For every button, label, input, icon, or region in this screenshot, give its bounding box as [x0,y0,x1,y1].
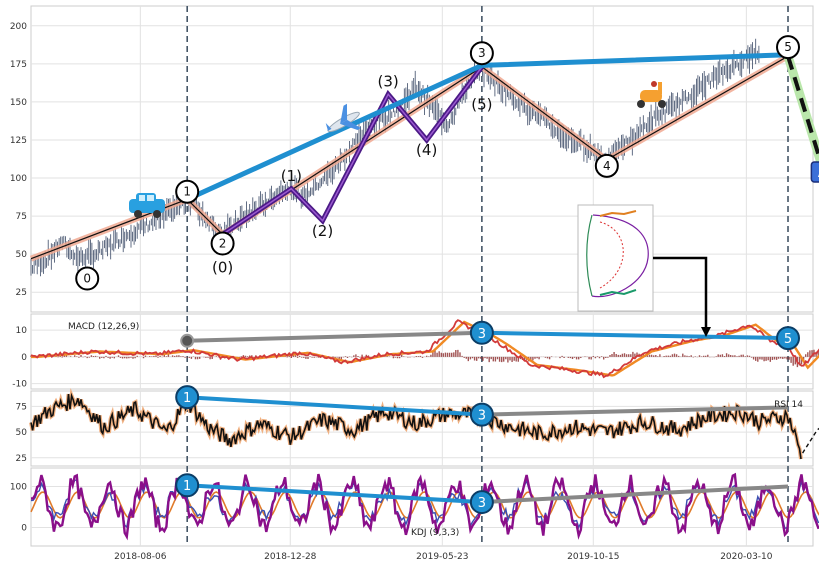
inset-diagram [577,204,654,312]
rsi-panel-label: RSI 14 [774,400,803,410]
trend-line [186,52,789,202]
macd-marker-circle [776,326,801,351]
projection-marker-label: A [818,166,819,181]
kdj-divergence-line [481,484,789,505]
rsi-projection [801,427,819,454]
wave-marker-circle [75,266,100,291]
x-tick-label: 2020-03-10 [720,552,773,562]
y-tick-label: 100 [10,482,27,492]
inset-connector [653,256,708,330]
wave-marker-circle [175,179,200,204]
rsi-marker-label: 3 [478,409,486,424]
kdj-marker-circle [469,490,494,515]
macd-marker-label: 5 [784,332,792,347]
rsi-line [30,392,802,460]
x-tick-label: 2019-05-23 [416,552,468,562]
y-tick-label: 0 [21,353,27,363]
subwave-label: (0) [212,258,233,276]
projection-marker-box [810,161,819,183]
y-tick-label: 175 [10,60,27,70]
wave-marker-circle [594,153,619,178]
kdj-marker-label: 3 [478,496,486,511]
subwave-label: (1) [281,167,302,185]
gridlines: 2018-08-06 2018-12-28 2019-05-23 2019-10-15… [10,6,813,562]
x-tick-label: 2018-08-06 [114,552,167,562]
kdj-trend-line [187,483,483,505]
subwave-inner [222,66,483,236]
scooter-icon [637,81,666,108]
macd-panel-label: MACD (12,26,9) [68,322,139,332]
y-tick-label: 25 [16,454,27,464]
rsi-trend-line [187,395,483,417]
y-tick-label: 0 [21,524,27,534]
airplane-icon [325,103,361,133]
macd-marker-label: 3 [478,327,486,342]
wave-marker-label: 5 [784,40,792,54]
wave-marker-circle [210,231,235,256]
y-tick-label: 75 [16,402,27,412]
wave-marker-label: 3 [478,46,486,60]
kdj-marker-label: 1 [183,479,191,494]
y-tick-label: 200 [10,22,27,32]
projection-highlight [783,54,819,172]
y-tick-label: 25 [16,288,27,298]
macd-trend-line [481,330,789,341]
macd-marker-circle [469,320,494,345]
y-tick-label: 10 [16,326,28,336]
kdj-marker-circle [175,473,200,498]
wave-marker-label: 0 [83,272,91,286]
subwave-label: (2) [312,222,333,240]
macd-pivot-dot [180,333,195,348]
subwave-label: (4) [416,141,437,159]
macd-divergence-line [187,330,482,343]
wave-marker-circle [469,41,494,66]
kdj-panel-label: KDJ (9,3,3) [411,528,459,538]
kdj-j-line [30,472,819,541]
y-tick-label: 150 [10,98,27,108]
x-tick-label: 2018-12-28 [264,552,317,562]
wave-marker-circle [776,35,801,60]
x-tick-label: 2019-10-15 [567,552,619,562]
macd-line [30,319,819,379]
y-tick-label: 75 [16,212,27,222]
wave-marker-label: 2 [219,236,227,250]
y-tick-label: -10 [12,380,27,390]
y-tick-label: 50 [16,250,28,260]
wave-marker-label: 4 [603,159,611,173]
subwave-label: (5) [471,96,492,114]
rsi-marker-circle [175,385,200,410]
inset-connector-arrowhead [701,327,711,337]
wave-marker-label: 1 [183,185,191,199]
rsi-marker-label: 1 [183,391,191,406]
series-layer [29,6,819,546]
rsi-divergence-line [481,405,789,417]
subwave-label: (3) [378,73,399,91]
car-icon [129,193,165,218]
rsi-marker-circle [469,402,494,427]
y-tick-label: 100 [10,174,27,184]
y-tick-label: 50 [16,428,28,438]
y-tick-label: 125 [10,136,27,146]
